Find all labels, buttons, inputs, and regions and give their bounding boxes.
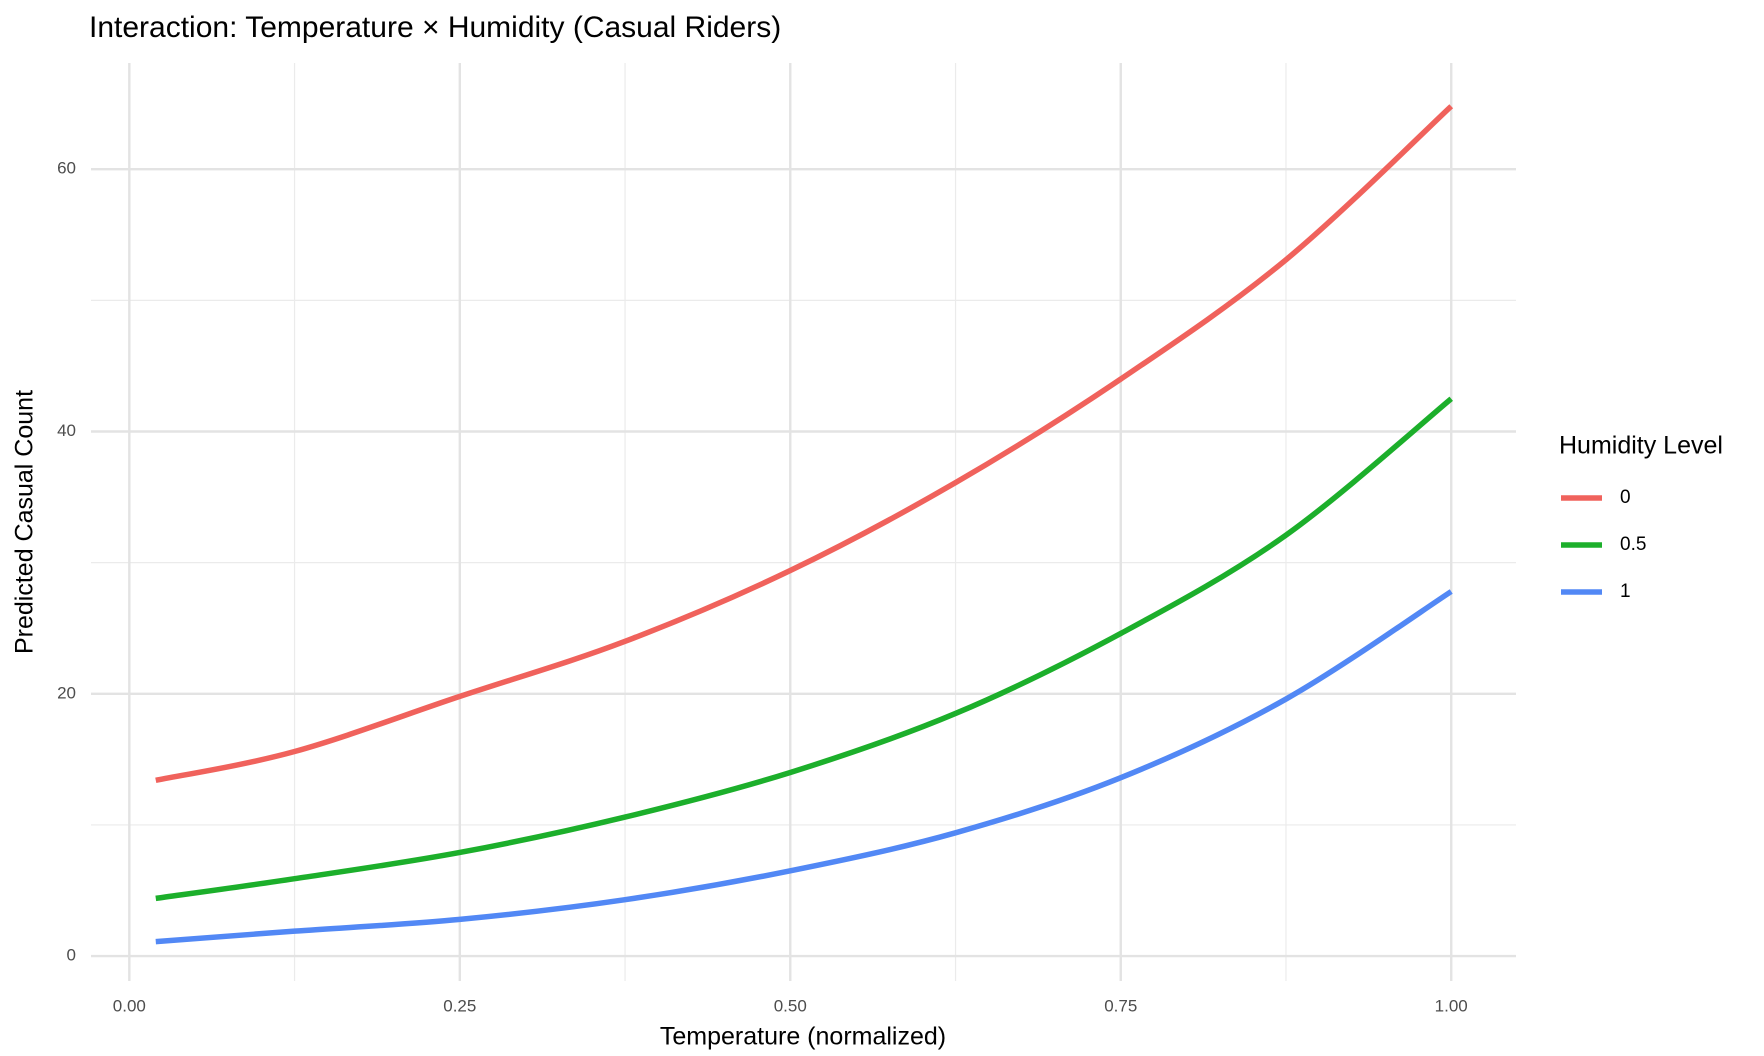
y-tick-label: 20 — [57, 683, 76, 702]
series-line — [155, 589, 1453, 945]
legend-label: 0 — [1620, 487, 1631, 508]
legend-title: Humidity Level — [1559, 432, 1723, 460]
legend-label: 0.5 — [1620, 534, 1646, 555]
x-axis-title: Temperature (normalized) — [660, 1023, 946, 1051]
y-tick-label: 60 — [57, 159, 76, 178]
y-axis-title: Predicted Casual Count — [11, 390, 39, 654]
x-tick-label: 0.00 — [113, 996, 146, 1015]
legend-label: 1 — [1620, 581, 1631, 602]
chart-title: Interaction: Temperature × Humidity (Cas… — [89, 11, 781, 44]
series-line — [155, 396, 1453, 902]
plot-lines — [155, 104, 1454, 945]
legend: 00.51 — [1561, 487, 1646, 602]
series-line — [155, 104, 1454, 784]
y-tick-label: 40 — [57, 421, 76, 440]
x-tick-label: 0.50 — [774, 996, 807, 1015]
x-tick-label: 0.75 — [1104, 996, 1137, 1015]
x-tick-label: 1.00 — [1435, 996, 1468, 1015]
y-tick-label: 0 — [67, 946, 76, 965]
x-tick-label: 0.25 — [443, 996, 476, 1015]
